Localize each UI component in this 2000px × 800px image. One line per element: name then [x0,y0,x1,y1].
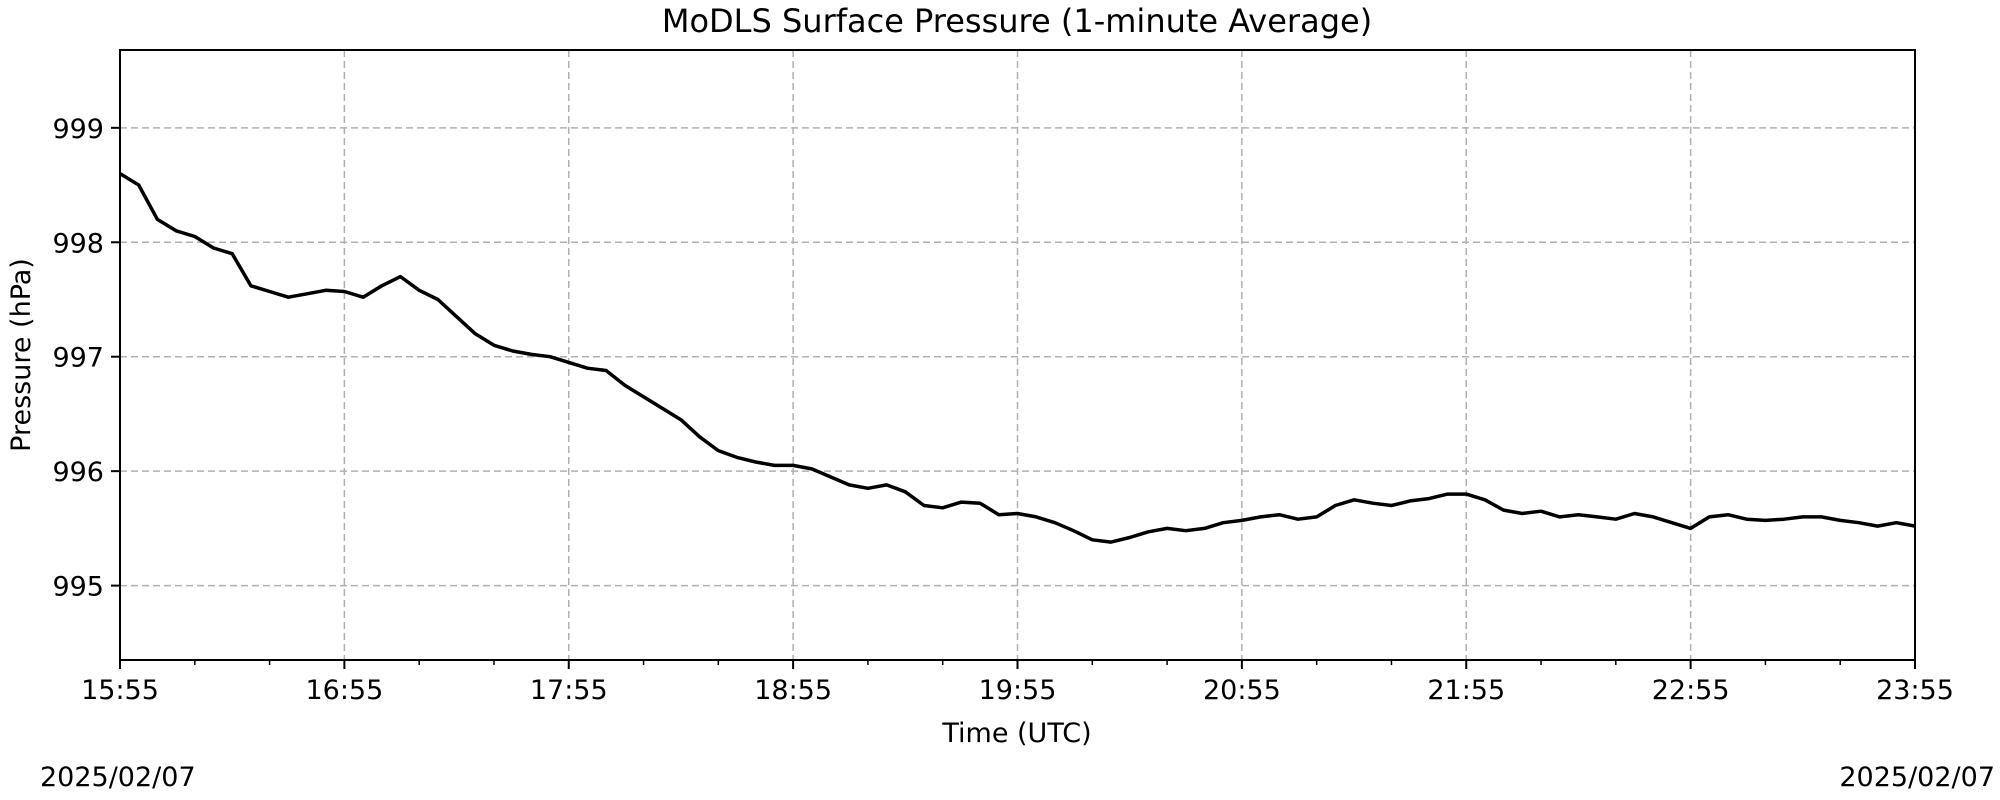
x-tick-label: 23:55 [1876,675,1954,706]
label-layer: 15:55 16:55 17:55 18:55 19:55 20:55 21:55 22:55… [52,114,1953,706]
x-tick-label: 16:55 [305,675,383,706]
grid-layer [120,50,1915,660]
pressure-series-line [119,172,1916,544]
tick-layer [111,126,1916,669]
y-tick-label: 998 [52,228,104,259]
plot-frame [119,49,1916,661]
x-tick-label: 22:55 [1652,675,1730,706]
chart-title: MoDLS Surface Pressure (1-minute Average… [662,2,1372,40]
x-tick-label: 19:55 [979,675,1057,706]
x-tick-label: 18:55 [754,675,832,706]
end-date-label: 2025/02/07 [1839,762,1995,793]
start-date-label: 2025/02/07 [40,762,196,793]
y-tick-label: 999 [52,114,104,145]
y-tick-label: 996 [52,457,104,488]
y-tick-label: 995 [52,572,104,603]
x-tick-label: 20:55 [1203,675,1281,706]
x-tick-label: 21:55 [1427,675,1505,706]
x-tick-label: 17:55 [530,675,608,706]
y-tick-label: 997 [52,343,104,374]
y-axis-label: Pressure (hPa) [6,258,37,452]
series-layer [119,172,1916,544]
x-axis-label: Time (UTC) [941,718,1091,749]
x-tick-label: 15:55 [81,675,159,706]
